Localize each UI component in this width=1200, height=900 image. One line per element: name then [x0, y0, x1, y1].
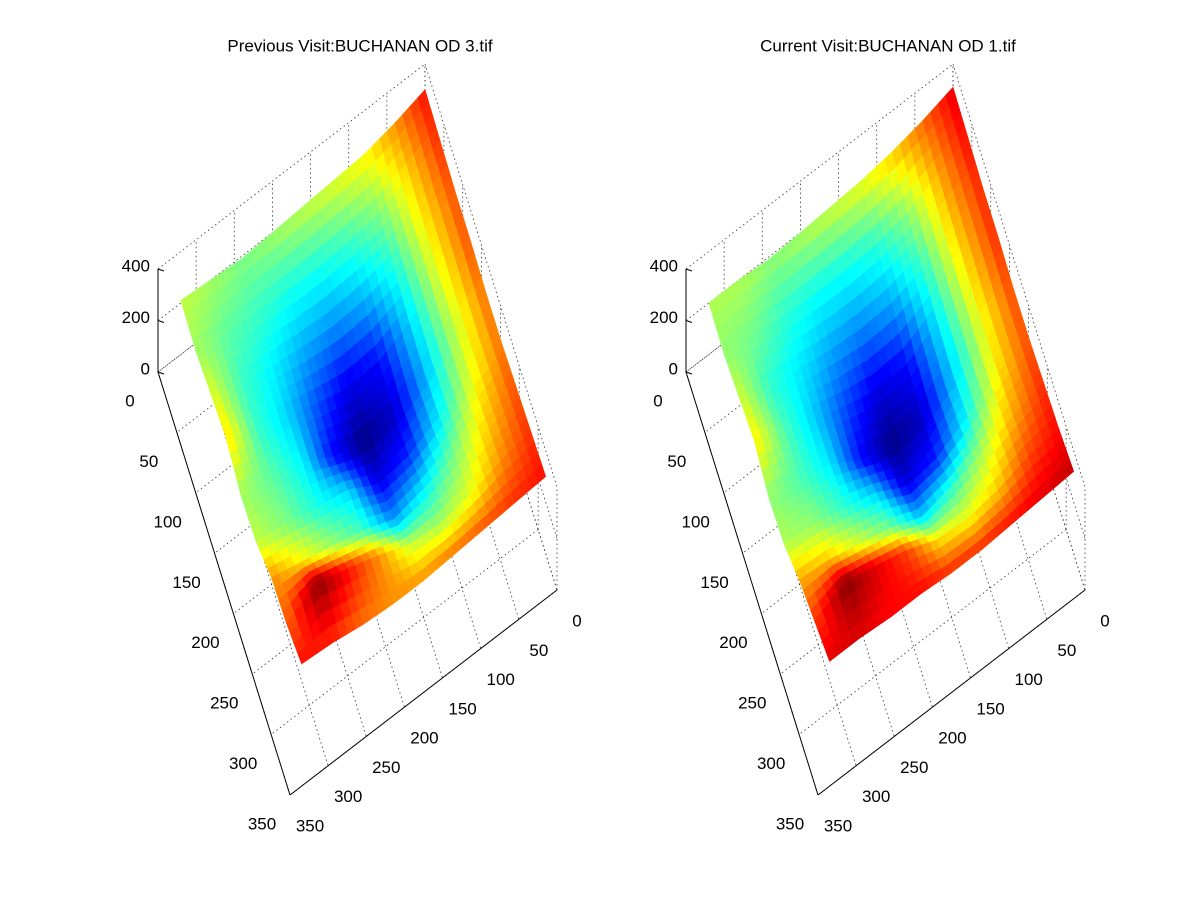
surface-patch — [297, 646, 310, 665]
x-tick-label: 50 — [667, 452, 686, 471]
y-tick-label: 0 — [1100, 611, 1109, 630]
x-tick-label: 300 — [229, 754, 257, 773]
plot-title: Current Visit:BUCHANAN OD 1.tif — [760, 36, 1016, 55]
x-tick-label: 350 — [248, 814, 276, 833]
y-tick-label: 150 — [448, 699, 476, 718]
z-tick-label: 400 — [650, 256, 678, 275]
x-tick-label: 150 — [172, 573, 200, 592]
x-tick-label: 200 — [191, 633, 219, 652]
x-tick-label: 0 — [125, 391, 134, 410]
x-tick-label: 0 — [653, 391, 662, 410]
y-tick-label: 350 — [296, 816, 324, 835]
x-axis — [685, 371, 819, 796]
plot-title: Previous Visit:BUCHANAN OD 3.tif — [227, 36, 492, 55]
z-tick-label: 0 — [669, 359, 678, 378]
x-tick-label: 150 — [700, 573, 728, 592]
z-tick-label: 200 — [122, 308, 150, 327]
z-tick-label: 0 — [141, 359, 150, 378]
x-tick-label: 250 — [738, 694, 766, 713]
x-tick-label: 100 — [154, 512, 182, 531]
tick-mark — [685, 268, 693, 272]
y-tick-label: 50 — [1057, 641, 1076, 660]
z-tick-label: 200 — [650, 308, 678, 327]
tick-mark — [685, 320, 693, 323]
x-tick-label: 300 — [757, 754, 785, 773]
tick-mark — [157, 371, 165, 375]
tick-mark — [157, 320, 165, 323]
x-tick-label: 350 — [776, 814, 804, 833]
y-tick-label: 250 — [372, 758, 400, 777]
grid-line — [424, 63, 558, 488]
y-tick-label: 150 — [976, 699, 1004, 718]
y-tick-label: 300 — [862, 787, 890, 806]
tick-mark — [157, 268, 165, 272]
x-tick-label: 50 — [139, 452, 158, 471]
y-axis — [289, 589, 558, 796]
y-tick-label: 200 — [410, 729, 438, 748]
grid-line — [952, 63, 1086, 488]
x-axis — [157, 371, 291, 796]
tick-mark — [685, 371, 693, 375]
y-tick-label: 100 — [1015, 670, 1043, 689]
y-tick-label: 350 — [824, 816, 852, 835]
y-axis — [817, 589, 1086, 796]
y-tick-label: 50 — [529, 641, 548, 660]
y-tick-label: 300 — [334, 787, 362, 806]
x-tick-label: 100 — [682, 512, 710, 531]
y-tick-label: 0 — [572, 611, 581, 630]
x-tick-label: 200 — [719, 633, 747, 652]
plot: Current Visit:BUCHANAN OD 1.tif 0 50 100 150… — [650, 36, 1110, 835]
y-tick-label: 200 — [938, 729, 966, 748]
plot: Previous Visit:BUCHANAN OD 3.tif 0 50 100 15… — [122, 36, 582, 835]
surface-patch — [825, 643, 838, 662]
y-tick-label: 100 — [487, 670, 515, 689]
x-tick-label: 250 — [210, 694, 238, 713]
z-tick-label: 400 — [122, 256, 150, 275]
y-tick-label: 250 — [900, 758, 928, 777]
